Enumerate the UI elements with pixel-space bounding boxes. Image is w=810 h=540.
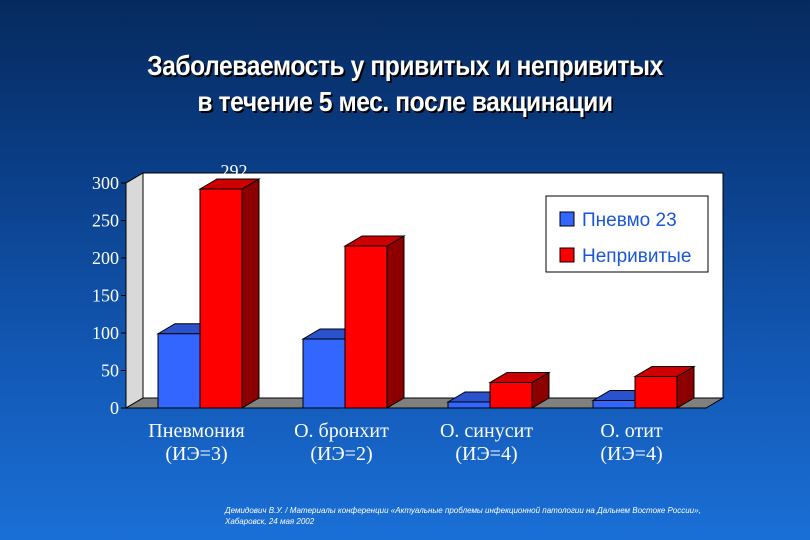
category-label: О. бронхит — [294, 420, 389, 442]
title-line-2: в течение 5 мес. после вакцинации — [197, 86, 613, 117]
y-tick-label: 200 — [92, 248, 119, 268]
data-label: 10 — [604, 371, 622, 391]
legend-swatch — [559, 211, 575, 227]
bar-unvaccinated — [199, 188, 243, 409]
title-line-1: Заболеваемость у привитых и непривитых — [147, 50, 663, 81]
source-line-2: Хабаровск, 24 мая 2002 — [225, 517, 315, 526]
y-tick-label: 0 — [110, 398, 119, 418]
bar-unvaccinated — [489, 382, 533, 409]
category-label: Пневмония — [148, 420, 244, 442]
category-sublabel: (ИЭ=4) — [600, 443, 662, 465]
bar-vaccinated — [592, 400, 636, 409]
bar-vaccinated — [447, 401, 491, 409]
side-wall — [125, 172, 144, 409]
category-label: О. отит — [600, 420, 663, 442]
source-citation: Демидович В.У. / Материалы конференции «… — [225, 505, 810, 527]
legend-label: Непривитые — [582, 246, 691, 267]
data-label: 8 — [464, 372, 473, 392]
data-label: 99 — [169, 304, 187, 324]
slide-title: Заболеваемость у привитых и непривитых в… — [49, 48, 762, 120]
data-label: 34 — [515, 355, 533, 375]
category-label: О. синусит — [440, 420, 533, 442]
bar-unvaccinated — [634, 376, 678, 409]
y-tick-label: 250 — [92, 211, 119, 231]
data-label: 92 — [314, 309, 332, 329]
source-line-1: Демидович В.У. / Материалы конференции «… — [225, 506, 701, 515]
y-tick-label: 50 — [101, 361, 119, 381]
bar-unvaccinated — [344, 245, 388, 409]
data-label: 42 — [660, 349, 678, 369]
bar-vaccinated — [302, 338, 346, 409]
y-tick-label: 300 — [92, 173, 119, 193]
bar-unvaccinated-side — [241, 178, 260, 409]
data-label: 292 — [221, 161, 248, 181]
legend-swatch — [559, 247, 575, 263]
bar-unvaccinated-side — [386, 235, 405, 409]
data-label: 216 — [366, 218, 393, 238]
category-sublabel: (ИЭ=2) — [310, 443, 372, 465]
y-tick-label: 150 — [92, 286, 119, 306]
y-tick-label: 100 — [92, 323, 119, 343]
legend-label: Пневмо 23 — [582, 210, 677, 231]
category-sublabel: (ИЭ=3) — [165, 443, 227, 465]
category-sublabel: (ИЭ=4) — [455, 443, 517, 465]
bar-vaccinated — [157, 333, 201, 409]
